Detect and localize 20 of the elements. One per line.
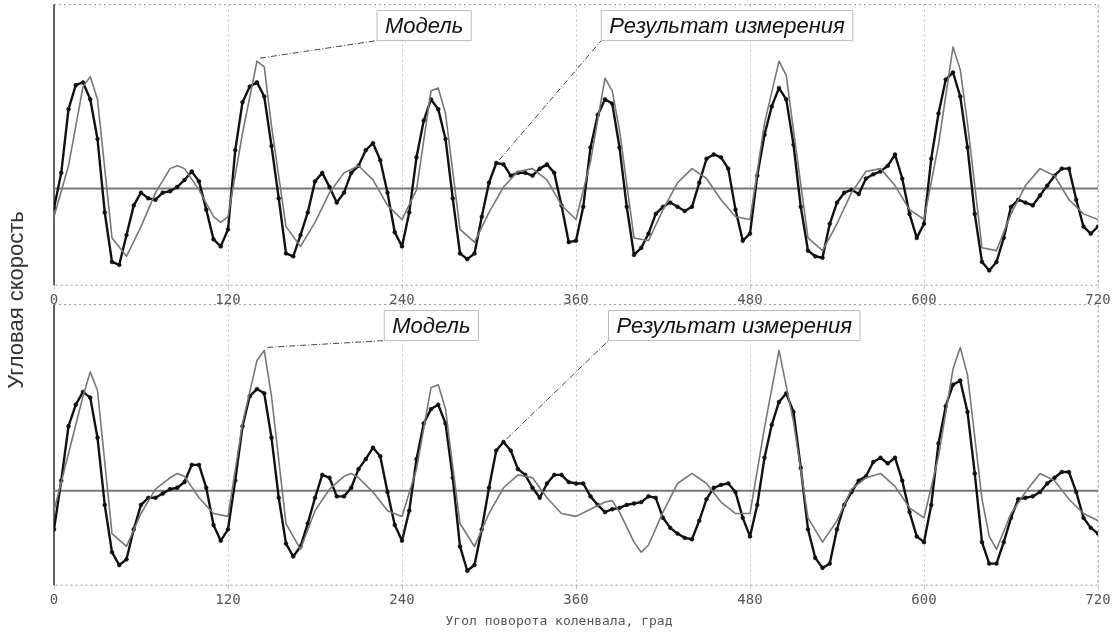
x-tick-label: 120 [215, 591, 241, 608]
x-tick-label: 360 [563, 291, 589, 308]
x-tick-label: 0 [49, 591, 59, 608]
text: Результат измерения [609, 12, 845, 38]
text: Результат измерения [616, 312, 853, 338]
x-tick-label: 120 [215, 291, 241, 308]
x-axis-title: Угол поворота коленвала, град [444, 613, 674, 628]
x-tick-label: 720 [1085, 591, 1111, 608]
text: Модель [392, 312, 471, 338]
x-tick-label: 600 [911, 591, 937, 608]
x-tick-label: 240 [389, 291, 415, 308]
x-tick-label: 360 [563, 591, 589, 608]
x-tick-label: 0 [49, 291, 59, 308]
text: Модель [385, 12, 464, 38]
x-tick-label: 480 [737, 591, 763, 608]
x-tick-label: 720 [1085, 291, 1111, 308]
x-tick-label: 240 [389, 591, 415, 608]
y-axis-title: Угловая скорость [3, 211, 29, 389]
x-tick-label: 480 [737, 291, 763, 308]
x-tick-label: 600 [911, 291, 937, 308]
